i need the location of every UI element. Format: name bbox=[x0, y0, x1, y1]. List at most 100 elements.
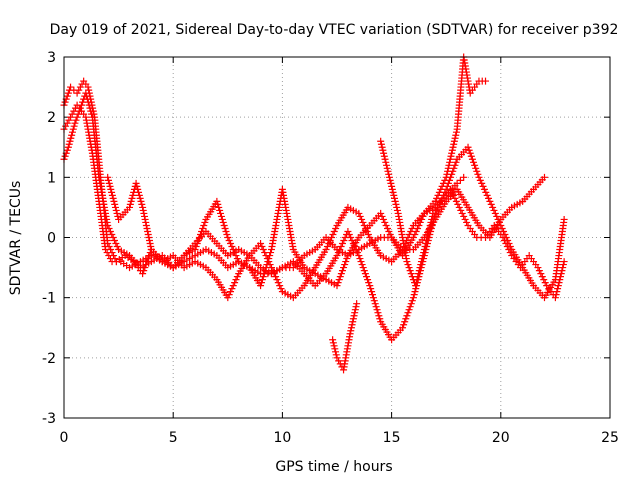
data-point bbox=[262, 264, 270, 272]
data-point bbox=[420, 246, 428, 254]
data-point bbox=[415, 221, 423, 229]
data-point bbox=[358, 261, 366, 269]
data-point bbox=[75, 86, 83, 94]
data-point bbox=[442, 173, 450, 181]
data-point bbox=[560, 258, 568, 266]
data-point bbox=[428, 212, 436, 220]
data-point bbox=[61, 98, 69, 106]
data-point bbox=[214, 200, 222, 208]
data-point bbox=[344, 227, 352, 235]
data-point bbox=[66, 137, 74, 145]
data-point bbox=[111, 237, 119, 245]
data-point bbox=[370, 297, 378, 305]
data-point bbox=[331, 345, 339, 353]
data-point bbox=[220, 221, 228, 229]
data-point bbox=[487, 200, 495, 208]
data-point bbox=[388, 185, 396, 193]
data-point bbox=[336, 273, 344, 281]
data-point bbox=[405, 306, 413, 314]
data-point bbox=[231, 279, 239, 287]
data-point bbox=[455, 203, 463, 211]
data-point bbox=[258, 276, 266, 284]
data-point bbox=[418, 215, 426, 223]
data-point bbox=[338, 267, 346, 275]
data-point bbox=[68, 131, 76, 139]
data-point bbox=[493, 212, 501, 220]
data-point bbox=[355, 252, 363, 260]
data-point bbox=[452, 131, 460, 139]
data-point bbox=[198, 227, 206, 235]
data-point bbox=[452, 158, 460, 166]
data-point bbox=[69, 125, 77, 133]
y-tick-label: 0 bbox=[47, 231, 56, 247]
data-point bbox=[136, 194, 144, 202]
data-point bbox=[232, 276, 240, 284]
data-point bbox=[90, 110, 98, 118]
data-point bbox=[540, 173, 548, 181]
data-point bbox=[128, 194, 136, 202]
data-point bbox=[126, 200, 134, 208]
data-point bbox=[259, 246, 267, 254]
data-point bbox=[145, 252, 153, 260]
data-point bbox=[224, 294, 232, 302]
data-point bbox=[554, 282, 562, 290]
data-point bbox=[333, 252, 341, 260]
data-point bbox=[76, 104, 84, 112]
data-point bbox=[506, 249, 514, 257]
data-point bbox=[423, 234, 431, 241]
data-point bbox=[445, 161, 453, 169]
data-point bbox=[389, 188, 397, 196]
data-point bbox=[107, 246, 115, 254]
data-point bbox=[332, 348, 340, 356]
data-point bbox=[460, 173, 468, 181]
data-point bbox=[453, 179, 461, 187]
data-point bbox=[276, 282, 284, 290]
data-point bbox=[74, 110, 82, 118]
data-point bbox=[416, 218, 424, 226]
data-point bbox=[368, 288, 376, 296]
data-point bbox=[258, 243, 266, 251]
data-point bbox=[364, 276, 372, 284]
data-point bbox=[559, 264, 567, 272]
data-point bbox=[463, 218, 471, 226]
data-point bbox=[108, 188, 116, 196]
data-point bbox=[107, 185, 115, 193]
data-point bbox=[410, 291, 418, 299]
data-point bbox=[229, 282, 237, 290]
data-point bbox=[233, 255, 241, 263]
data-point bbox=[146, 240, 154, 248]
data-point bbox=[113, 209, 121, 217]
data-point bbox=[72, 116, 80, 124]
data-point bbox=[142, 261, 150, 269]
data-point bbox=[322, 246, 330, 254]
data-point bbox=[464, 143, 472, 151]
data-point bbox=[444, 164, 452, 172]
data-point bbox=[419, 252, 427, 260]
data-point bbox=[216, 206, 224, 214]
data-point bbox=[143, 258, 151, 266]
data-point bbox=[541, 279, 549, 287]
data-point bbox=[556, 273, 564, 281]
data-point bbox=[448, 188, 456, 196]
data-point bbox=[379, 146, 387, 154]
data-point bbox=[257, 240, 265, 248]
data-point bbox=[460, 212, 468, 220]
data-point bbox=[224, 234, 232, 241]
data-point bbox=[446, 155, 454, 163]
data-point bbox=[391, 194, 399, 202]
data-point bbox=[145, 237, 153, 245]
data-point bbox=[470, 158, 477, 166]
data-point bbox=[218, 215, 226, 223]
data-point bbox=[357, 258, 365, 266]
data-point bbox=[407, 300, 415, 308]
data-point bbox=[217, 212, 225, 220]
data-point bbox=[112, 240, 120, 248]
data-point bbox=[425, 227, 433, 235]
data-point bbox=[356, 212, 364, 220]
data-point bbox=[387, 179, 395, 187]
data-point bbox=[379, 215, 387, 223]
data-point bbox=[381, 155, 389, 163]
data-point bbox=[105, 179, 113, 187]
data-point bbox=[388, 182, 396, 190]
